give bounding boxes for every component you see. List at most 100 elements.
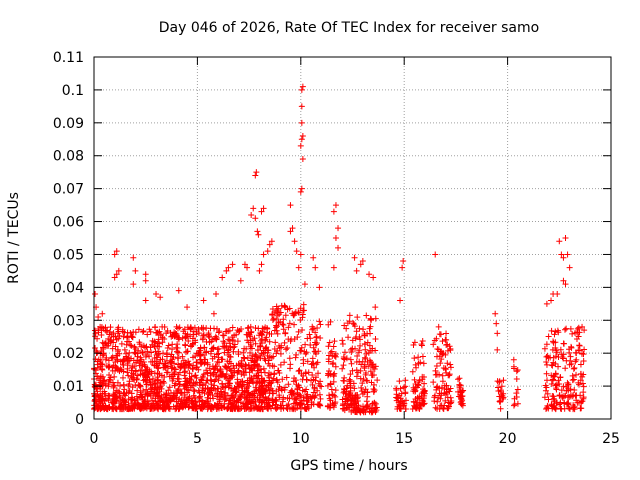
data-point — [571, 365, 578, 372]
data-point — [457, 392, 464, 399]
data-point — [493, 320, 500, 327]
data-point — [170, 395, 177, 402]
data-point — [154, 385, 161, 392]
data-point — [155, 405, 162, 412]
data-point — [412, 361, 419, 368]
data-point — [134, 387, 141, 394]
data-point — [311, 364, 318, 371]
data-point — [455, 388, 462, 395]
data-point — [193, 364, 200, 371]
data-point — [316, 391, 323, 398]
data-point — [186, 370, 193, 377]
data-point — [331, 352, 338, 359]
data-point — [411, 376, 418, 383]
data-point — [260, 205, 267, 212]
data-point — [412, 387, 419, 394]
data-point — [347, 371, 354, 378]
data-point — [105, 404, 112, 411]
data-point — [193, 359, 200, 366]
data-point — [442, 365, 449, 372]
data-point — [287, 228, 294, 235]
data-point — [362, 404, 369, 411]
data-point — [497, 387, 504, 394]
data-point — [350, 380, 357, 387]
y-tick-label: 0.01 — [53, 379, 84, 395]
data-point — [310, 389, 317, 396]
data-point — [434, 405, 441, 412]
data-point — [111, 382, 118, 389]
data-point — [548, 327, 555, 334]
data-point — [113, 271, 120, 278]
data-point — [291, 321, 298, 328]
data-point — [131, 363, 138, 370]
data-point — [266, 241, 273, 248]
data-point — [220, 332, 227, 339]
data-point — [193, 328, 200, 335]
data-point — [115, 324, 122, 331]
data-point — [447, 385, 454, 392]
data-point — [327, 371, 334, 378]
data-point — [147, 405, 154, 412]
data-point — [581, 346, 588, 353]
data-point — [154, 340, 161, 347]
data-point — [412, 381, 419, 388]
data-point — [256, 391, 263, 398]
data-point — [430, 379, 437, 386]
data-point — [224, 358, 231, 365]
data-point — [362, 341, 369, 348]
data-point — [159, 406, 166, 413]
data-point — [170, 331, 177, 338]
data-point — [153, 329, 160, 336]
data-point — [123, 334, 130, 341]
data-point — [283, 402, 290, 409]
data-point — [348, 360, 355, 367]
data-point — [576, 342, 583, 349]
data-point — [200, 324, 207, 331]
data-point — [446, 372, 453, 379]
data-point — [416, 377, 423, 384]
data-point — [121, 397, 128, 404]
data-point — [286, 320, 293, 327]
data-point — [252, 351, 259, 358]
data-point — [151, 370, 158, 377]
data-point — [120, 361, 127, 368]
data-point — [580, 389, 587, 396]
data-point — [164, 353, 171, 360]
data-point — [223, 342, 230, 349]
data-point — [112, 343, 119, 350]
data-point — [419, 337, 426, 344]
data-point — [132, 267, 139, 274]
data-point — [340, 362, 347, 369]
plot-frame — [93, 56, 612, 420]
data-point — [371, 387, 378, 394]
data-point — [137, 382, 144, 389]
data-point — [248, 345, 255, 352]
data-point — [363, 377, 370, 384]
data-point — [171, 396, 178, 403]
data-point — [109, 354, 116, 361]
data-point — [560, 355, 567, 362]
data-point — [138, 343, 145, 350]
data-point — [356, 336, 363, 343]
data-point — [156, 350, 163, 357]
data-point — [149, 375, 156, 382]
data-point — [218, 388, 225, 395]
data-point — [581, 327, 588, 334]
data-point — [300, 356, 307, 363]
data-point — [117, 398, 124, 405]
data-point — [167, 359, 174, 366]
data-point — [409, 368, 416, 375]
data-point — [248, 400, 255, 407]
data-point — [580, 395, 587, 402]
data-point — [143, 343, 150, 350]
data-point — [207, 387, 214, 394]
data-point — [152, 324, 159, 331]
data-point — [155, 336, 162, 343]
data-point — [187, 326, 194, 333]
data-point — [208, 377, 215, 384]
data-point — [339, 365, 346, 372]
data-point — [179, 400, 186, 407]
x-tick-label: 5 — [193, 431, 202, 447]
data-point — [543, 370, 550, 377]
x-tick-label: 15 — [395, 431, 413, 447]
